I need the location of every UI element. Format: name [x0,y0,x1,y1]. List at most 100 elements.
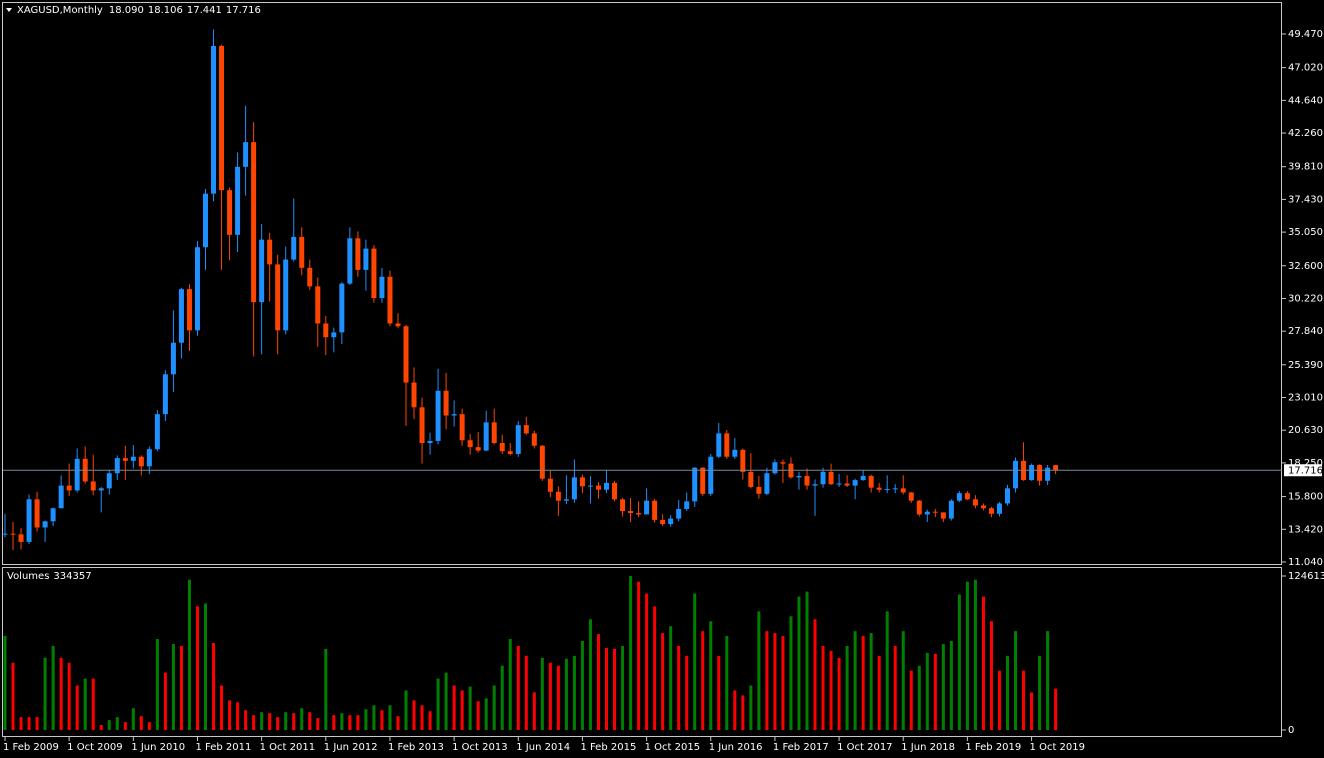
candle-body [154,414,160,450]
y-tick-label: 44.640 [1288,95,1323,106]
candle-body [860,475,866,481]
x-tick-label: 1 Oct 2011 [260,742,315,753]
y-tick-label: 47.020 [1288,63,1323,74]
volume-bar [372,705,376,730]
volume-bar [268,713,272,730]
candle-body [836,483,842,485]
volume-bar [685,655,689,730]
volume-bar [701,631,705,730]
y-tick-label: 15.800 [1288,492,1323,503]
header-open: 18.090 [109,5,144,16]
candle-body [724,433,730,457]
candle-body [716,433,722,457]
candle-body [363,248,369,270]
x-tick-label: 1 Feb 2015 [580,742,636,753]
volume-bar [797,596,801,730]
candle-body [604,482,609,490]
x-tick-label: 1 Oct 2009 [67,742,122,753]
candle-body [146,449,152,467]
volume-bar [957,594,961,730]
candle-body [219,45,225,191]
candle-body [612,482,618,500]
x-tick-label: 1 Oct 2017 [837,742,892,753]
candle-body [732,449,738,457]
candle-body [283,259,289,331]
volume-bar [669,626,673,730]
candle-body [10,533,16,535]
volume-bar [492,685,496,730]
candle-body [515,425,521,454]
candle-body [884,489,890,491]
volume-bar [83,678,87,730]
volume-bar [276,717,280,730]
price-pane [2,2,1282,565]
candle-body [756,486,762,494]
candle-body [587,485,593,487]
volume-bar [179,645,183,730]
volume-bar [147,722,151,730]
volume-bar [204,603,207,730]
candle-body [435,390,441,441]
candle-body [908,492,914,501]
volume-bar [941,643,945,730]
candle-body [868,475,874,488]
volume-bar [500,665,504,730]
volume-bar [316,718,320,730]
volume-bar [444,672,448,730]
volume-bar [324,648,328,730]
volume-bar [468,686,472,730]
candle-body [34,499,40,528]
candle-body [299,236,305,268]
candle-body [186,289,192,331]
candle-body [451,414,457,416]
volume-bar [75,685,79,730]
candle-body [684,501,690,509]
candle-body [227,190,233,235]
last-price-label: 17.716 [1288,465,1323,476]
x-tick-label: 1 Jun 2016 [709,742,763,753]
volume-bar [59,657,63,730]
candle-body [251,142,257,303]
volume-bar [1006,655,1009,730]
volume-bar [187,579,191,730]
volume-bar [1030,692,1034,730]
volume-bar [428,711,432,730]
volume-bar [869,633,873,730]
volume-bar [981,596,985,730]
volume-bar [861,636,865,730]
candle-body [636,513,642,515]
volume-bar [340,713,344,730]
volume-bar [380,710,384,730]
volume-bar [893,645,897,730]
candle-body [1053,465,1059,471]
volume-bar [813,619,817,730]
candle-body [892,488,898,490]
volume-bar [765,631,769,730]
volume-bar [717,655,721,730]
volume-bar [516,645,520,730]
volume-bar [260,712,264,730]
candle-body [948,500,954,519]
candle-body [355,238,361,270]
candle-body [339,283,345,333]
candle-body [972,499,978,506]
volume-tick-label: 1246134 [1288,571,1324,582]
volume-bar [11,662,15,730]
menu-arrow[interactable] [6,8,12,12]
candle-body [275,264,281,331]
candle-body [595,485,601,490]
volume-bar [989,621,993,730]
candle-body [740,449,746,472]
candle-body [507,451,513,454]
volume-bar [949,641,953,730]
volume-bar [853,631,857,730]
volume-bar [163,672,167,730]
candle-body [708,456,714,494]
volume-bar [725,636,729,730]
volume-bar [621,645,625,730]
candle-body [620,499,626,512]
volume-bar [629,576,633,730]
volume-bar [677,645,681,730]
volume-bar [789,616,793,730]
candle-body [852,480,858,486]
